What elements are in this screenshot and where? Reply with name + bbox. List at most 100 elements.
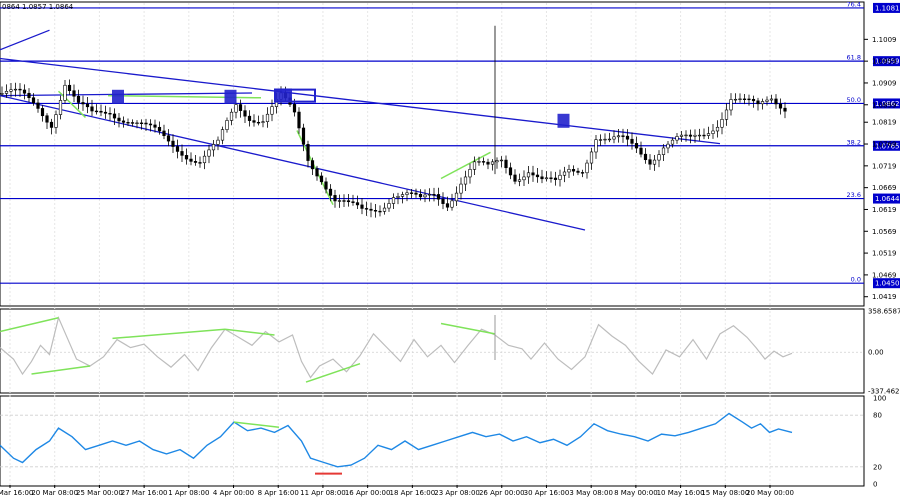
rsi-indicator bbox=[0, 412, 864, 475]
fib-level-label: 61.8 bbox=[847, 54, 861, 62]
candle-body bbox=[58, 100, 63, 115]
candle-body bbox=[657, 154, 661, 161]
candle-body bbox=[337, 200, 342, 202]
candle-body bbox=[616, 135, 621, 138]
candle-body bbox=[715, 126, 720, 132]
candle-body bbox=[364, 208, 369, 210]
candle-body bbox=[603, 138, 607, 141]
candle-body bbox=[427, 194, 432, 196]
candle-body bbox=[252, 120, 256, 123]
y-tick-label: 1.0959 bbox=[872, 58, 897, 66]
candle-body bbox=[175, 146, 180, 152]
cci-tick-label: -337.462 bbox=[868, 388, 899, 396]
candle-body bbox=[720, 118, 724, 128]
candle-body bbox=[225, 120, 229, 130]
candle-body bbox=[693, 134, 697, 137]
x-tick-label: 3 May 08:00 bbox=[569, 489, 613, 497]
candle-body bbox=[769, 98, 774, 101]
candle-body bbox=[621, 135, 625, 137]
fib-level-label: 0.0 bbox=[851, 276, 861, 284]
x-tick-label: 18 Apr 16:00 bbox=[390, 489, 436, 497]
candle-body bbox=[423, 194, 427, 198]
candle-body bbox=[193, 161, 198, 163]
marker-box bbox=[274, 88, 292, 103]
y-tick-label: 1.0519 bbox=[872, 250, 897, 258]
x-tick-label: 27 Mar 16:00 bbox=[121, 489, 168, 497]
candle-body bbox=[207, 149, 211, 157]
marker-box bbox=[112, 89, 124, 104]
cci-divergence-line bbox=[224, 328, 275, 336]
candle-body bbox=[697, 134, 702, 137]
candle-body bbox=[378, 210, 382, 213]
candle-body bbox=[594, 139, 598, 153]
candle-body bbox=[22, 89, 27, 94]
candle-body bbox=[234, 104, 238, 113]
candle-body bbox=[162, 130, 166, 137]
candle-body bbox=[549, 177, 553, 179]
candle-body bbox=[612, 136, 616, 140]
candle-body bbox=[189, 158, 193, 162]
candle-body bbox=[558, 174, 562, 180]
fib-price-tag bbox=[873, 98, 900, 109]
candle-body bbox=[31, 97, 36, 104]
candle-body bbox=[526, 172, 531, 178]
candle-body bbox=[0, 93, 4, 95]
cci-divergence-line bbox=[0, 317, 59, 333]
candle-body bbox=[130, 122, 135, 124]
x-tick-label: 23 Apr 08:00 bbox=[434, 489, 480, 497]
candle-body bbox=[144, 122, 148, 125]
candle-body bbox=[742, 98, 747, 101]
x-tick-label: 30 Apr 16:00 bbox=[524, 489, 570, 497]
candle-body bbox=[666, 143, 670, 149]
candle-body bbox=[729, 99, 733, 111]
x-tick-label: 20 May 00:00 bbox=[746, 489, 794, 497]
candle-body bbox=[535, 174, 540, 178]
candle-body bbox=[117, 117, 121, 122]
candle-body bbox=[40, 108, 45, 117]
candle-body bbox=[648, 159, 652, 165]
candle-body bbox=[625, 135, 630, 140]
candle-body bbox=[418, 193, 423, 198]
candle-body bbox=[445, 203, 450, 208]
candle-body bbox=[72, 90, 76, 97]
candle-body bbox=[490, 161, 495, 165]
candle-body bbox=[598, 139, 603, 141]
candle-body bbox=[387, 203, 391, 209]
candle-body bbox=[121, 120, 126, 123]
candle-body bbox=[85, 103, 90, 108]
y-tick-label: 1.0909 bbox=[872, 79, 897, 87]
trend-line bbox=[0, 94, 586, 231]
x-tick-label: 20 Mar 08:00 bbox=[31, 489, 78, 497]
candle-body bbox=[220, 129, 225, 141]
cci-divergence-line bbox=[31, 365, 91, 375]
cci-axis: 358.6587 0.00 -337.462 bbox=[868, 308, 900, 396]
fib-price-label: 1.0959 bbox=[875, 58, 900, 66]
candle-body bbox=[153, 124, 157, 128]
y-tick-label: 1.0419 bbox=[872, 293, 897, 301]
fib-price-label: 1.0765 bbox=[875, 142, 900, 150]
fibonacci-levels: 76.4 1.1081 61.8 1.0959 50.0 1.0862 38.2 1.0765… bbox=[0, 0, 900, 289]
candle-body bbox=[315, 168, 319, 177]
rsi-line bbox=[0, 412, 793, 468]
candle-body bbox=[148, 123, 153, 126]
candle-body bbox=[477, 161, 481, 163]
candle-body bbox=[688, 134, 693, 137]
candle-body bbox=[553, 177, 558, 180]
candle-body bbox=[324, 181, 328, 190]
candle-body bbox=[513, 174, 517, 182]
candle-body bbox=[13, 88, 18, 91]
candle-body bbox=[112, 113, 117, 119]
candle-body bbox=[643, 153, 648, 161]
candle-body bbox=[310, 160, 315, 170]
price-candles bbox=[0, 25, 787, 218]
candle-body bbox=[450, 200, 454, 208]
candle-body bbox=[607, 138, 612, 141]
candle-body bbox=[760, 101, 765, 105]
fib-price-tag bbox=[873, 278, 900, 289]
x-tick-label: 4 Apr 00:00 bbox=[213, 489, 254, 497]
candle-body bbox=[522, 176, 526, 181]
marker-frame bbox=[274, 88, 316, 103]
candle-body bbox=[675, 136, 679, 141]
